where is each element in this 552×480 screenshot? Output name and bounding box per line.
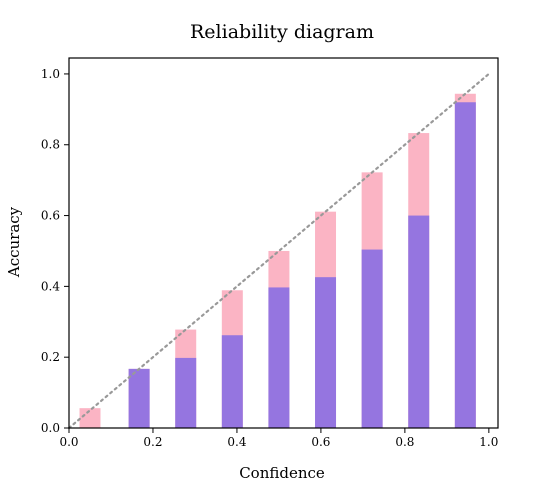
x-tick-label: 0.6 [311,435,330,449]
x-tick-label: 0.4 [227,435,246,449]
accuracy-bar-8 [454,102,476,429]
perfect-calibration-line [67,72,490,430]
accuracy-bar-3 [221,335,243,428]
x-tick-label: 1.0 [479,435,498,449]
y-tick-label: 0.6 [41,209,60,223]
y-tick-label: 0.4 [41,279,60,293]
x-tick-label: 0.2 [143,435,162,449]
y-tick-label: 0.2 [41,350,60,364]
y-axis-label: Accuracy [5,206,23,278]
plot-area [67,72,490,430]
y-tick-label: 0.0 [41,421,60,435]
accuracy-bar-5 [315,277,337,428]
accuracy-bar-7 [408,215,430,428]
y-tick-label: 0.8 [41,138,60,152]
accuracy-bar-1 [128,368,150,428]
plot-frame [68,57,499,429]
axes: 0.0 0.2 0.4 0.6 0.8 1.0 0.0 0.2 0.4 0.6 0.8 1.0 [41,57,499,449]
accuracy-bar-4 [268,287,290,428]
accuracy-bar-6 [361,249,383,428]
x-axis-label: Confidence [239,464,325,480]
gap-bar-0 [79,408,101,428]
chart-title: Reliability diagram [190,21,374,43]
x-tick-label: 0.8 [395,435,414,449]
y-tick-label: 1.0 [41,67,60,81]
x-tick-label: 0.0 [59,435,78,449]
accuracy-bar-2 [175,357,197,428]
